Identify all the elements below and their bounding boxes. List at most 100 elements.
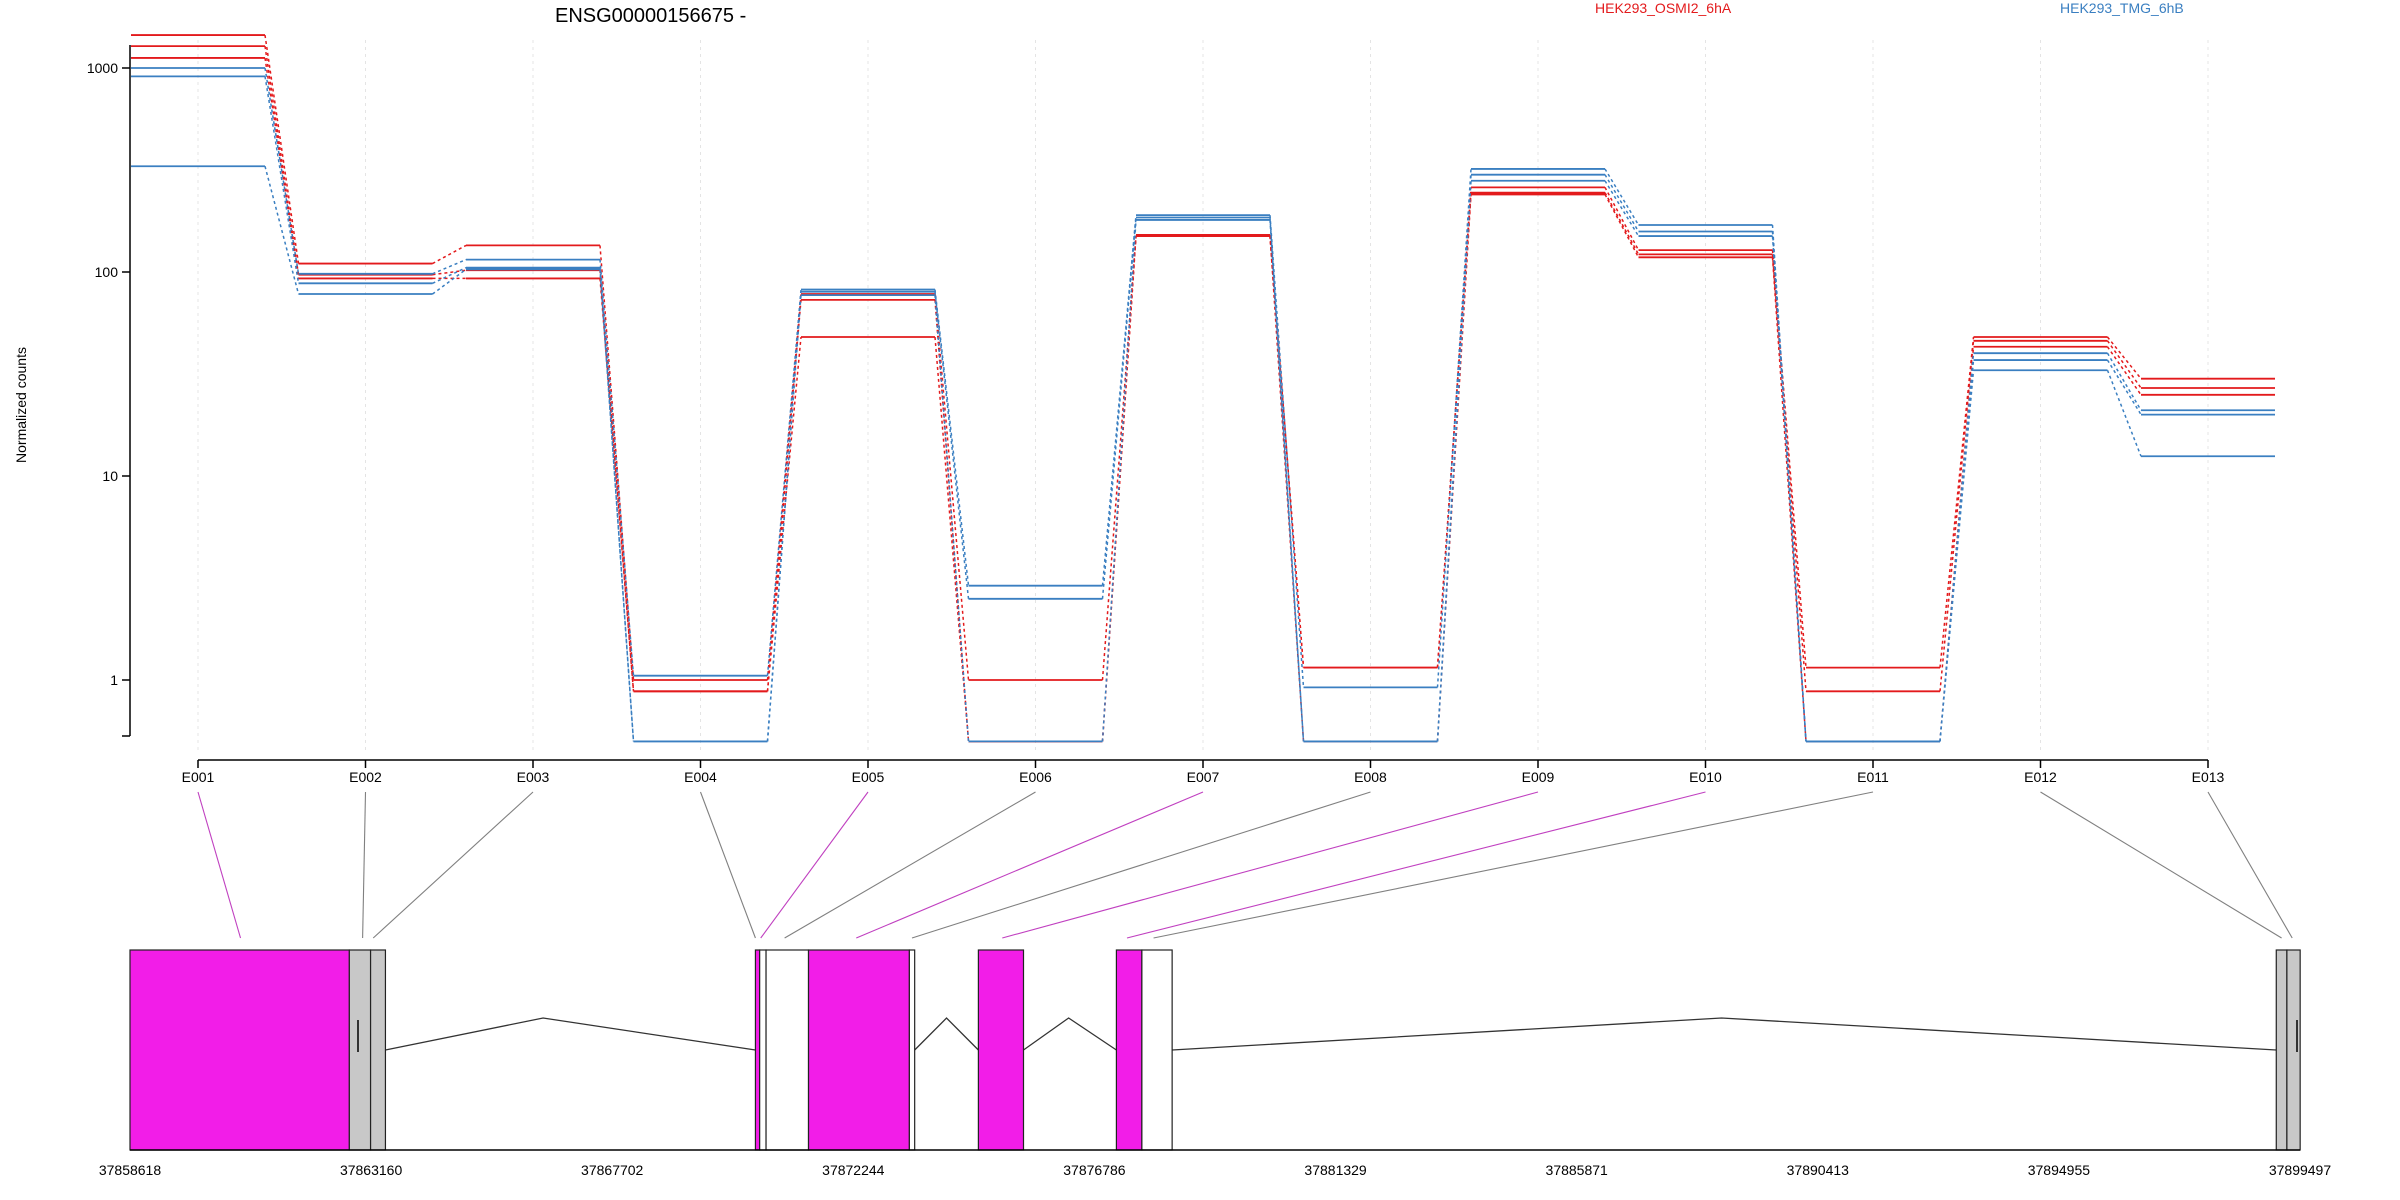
y-tick-label-1000: 1000 — [87, 60, 118, 76]
series-5-step-E002 — [432, 268, 467, 295]
y-tick-label-1: 1 — [110, 672, 118, 688]
intron-2 — [1023, 1017, 1117, 1051]
exon-box-8 — [977, 949, 1025, 1151]
connector-E004 — [699, 791, 756, 939]
genome-tick-label-6: 37885871 — [1546, 1162, 1609, 1178]
y-tick-label-100: 100 — [95, 264, 119, 280]
x-tick-label-E012: E012 — [2024, 769, 2057, 785]
series-4-step-E011 — [1939, 360, 1975, 742]
exon-box-10 — [1141, 949, 1173, 1151]
exon-connectors — [197, 791, 2293, 939]
genome-tick-label-9: 37899497 — [2269, 1162, 2332, 1178]
series-3-step-E008 — [1436, 168, 1472, 688]
series-4-step-E006 — [1101, 217, 1137, 599]
connector-E005 — [760, 791, 869, 939]
connector-E013 — [2207, 791, 2293, 939]
exon-box-4 — [759, 949, 767, 1151]
intron-1 — [914, 1017, 979, 1051]
series-5-step-E012 — [2106, 369, 2142, 457]
series-3-step-E012 — [2106, 352, 2142, 411]
series-4-step-E001 — [264, 76, 300, 284]
exon-box-12 — [2286, 949, 2301, 1151]
genome-tick-label-3: 37872244 — [822, 1162, 885, 1178]
series-1-step-E005 — [934, 299, 970, 742]
exon-box-1 — [348, 949, 372, 1151]
x-tick-label-E006: E006 — [1019, 769, 1052, 785]
genome-tick-label-0: 37858618 — [99, 1162, 162, 1178]
series-2-step-E012 — [2106, 346, 2142, 396]
series-4-step-E009 — [1604, 174, 1640, 232]
connector-E009 — [1002, 791, 1539, 939]
series-5-step-E008 — [1436, 180, 1472, 742]
gene-title: ENSG00000156675 - — [555, 5, 746, 27]
genome-tick-label-7: 37890413 — [1787, 1162, 1850, 1178]
exon-box-9 — [1115, 949, 1143, 1151]
series-3-step-E001 — [264, 67, 300, 274]
series-1-step-E002 — [432, 269, 467, 276]
series-5-step-E003 — [599, 269, 635, 742]
series-3-step-E007 — [1269, 215, 1305, 688]
connector-E010 — [1126, 791, 1706, 939]
genome-tick-label-1: 37863160 — [340, 1162, 403, 1178]
series-3-step-E005 — [934, 289, 970, 586]
series-2-step-E004 — [766, 336, 802, 692]
series-0-step-E006 — [1101, 236, 1137, 681]
series-0-step-E012 — [2106, 336, 2142, 380]
connector-E006 — [784, 791, 1036, 939]
legend-label-osmi2: HEK293_OSMI2_6hA — [1595, 0, 1732, 16]
exon-box-6 — [807, 949, 910, 1151]
series-0-step-E010 — [1771, 250, 1807, 668]
series-1-step-E008 — [1436, 192, 1472, 668]
x-tick-label-E001: E001 — [182, 769, 215, 785]
series-5-step-E009 — [1604, 180, 1640, 237]
series-lines — [131, 34, 2275, 743]
series-5-step-E006 — [1101, 219, 1137, 742]
connector-E007 — [856, 791, 1204, 939]
series-3-step-E004 — [766, 289, 802, 676]
x-tick-label-E004: E004 — [684, 769, 717, 785]
legend-label-tmg: HEK293_TMG_6hB — [2060, 0, 2184, 16]
connector-E001 — [197, 791, 242, 939]
genome-tick-label-4: 37876786 — [1063, 1162, 1126, 1178]
series-0-step-E001 — [264, 34, 300, 264]
gene-model: 37858618 37863160 37867702 37872244 37876786… — [99, 949, 2332, 1178]
series-1-step-E012 — [2106, 340, 2142, 389]
x-tick-label-E003: E003 — [517, 769, 550, 785]
exon-box-11 — [2275, 949, 2288, 1151]
series-4 — [131, 75, 2275, 743]
connector-E003 — [372, 791, 534, 939]
connector-E008 — [911, 791, 1371, 939]
series-1-step-E004 — [766, 299, 802, 692]
series-5-step-E010 — [1771, 236, 1807, 742]
connector-E011 — [1153, 791, 1874, 939]
x-tick-label-E007: E007 — [1187, 769, 1220, 785]
series-3-step-E002 — [432, 258, 467, 275]
series-0-step-E003 — [599, 245, 635, 681]
series-5-step-E004 — [766, 295, 802, 742]
grid — [197, 40, 2209, 752]
series-1-step-E011 — [1939, 340, 1975, 692]
exon-box-5 — [765, 949, 810, 1151]
intron-3 — [1172, 1017, 2277, 1051]
exon-box-3 — [754, 949, 761, 1151]
genome-tick-label-5: 37881329 — [1304, 1162, 1367, 1178]
x-tick-label-E011: E011 — [1857, 769, 1889, 785]
y-axis-label: Normalized counts — [13, 347, 29, 463]
x-tick-label-E013: E013 — [2192, 769, 2225, 785]
series-5 — [131, 165, 2275, 743]
x-tick-label-E010: E010 — [1689, 769, 1722, 785]
connector-E012 — [2040, 791, 2282, 939]
y-tick-label-10: 10 — [102, 468, 118, 484]
series-5-step-E007 — [1269, 219, 1305, 742]
genome-tick-label-2: 37867702 — [581, 1162, 644, 1178]
exon-box-0 — [129, 949, 350, 1151]
series-1-step-E003 — [599, 270, 635, 692]
series-5-step-E011 — [1939, 370, 1975, 742]
x-tick-label-E002: E002 — [349, 769, 382, 785]
exon-box-2 — [369, 949, 387, 1151]
x-tick-label-E008: E008 — [1354, 769, 1387, 785]
series-4-step-E003 — [599, 267, 635, 742]
series-4-step-E002 — [432, 266, 467, 285]
